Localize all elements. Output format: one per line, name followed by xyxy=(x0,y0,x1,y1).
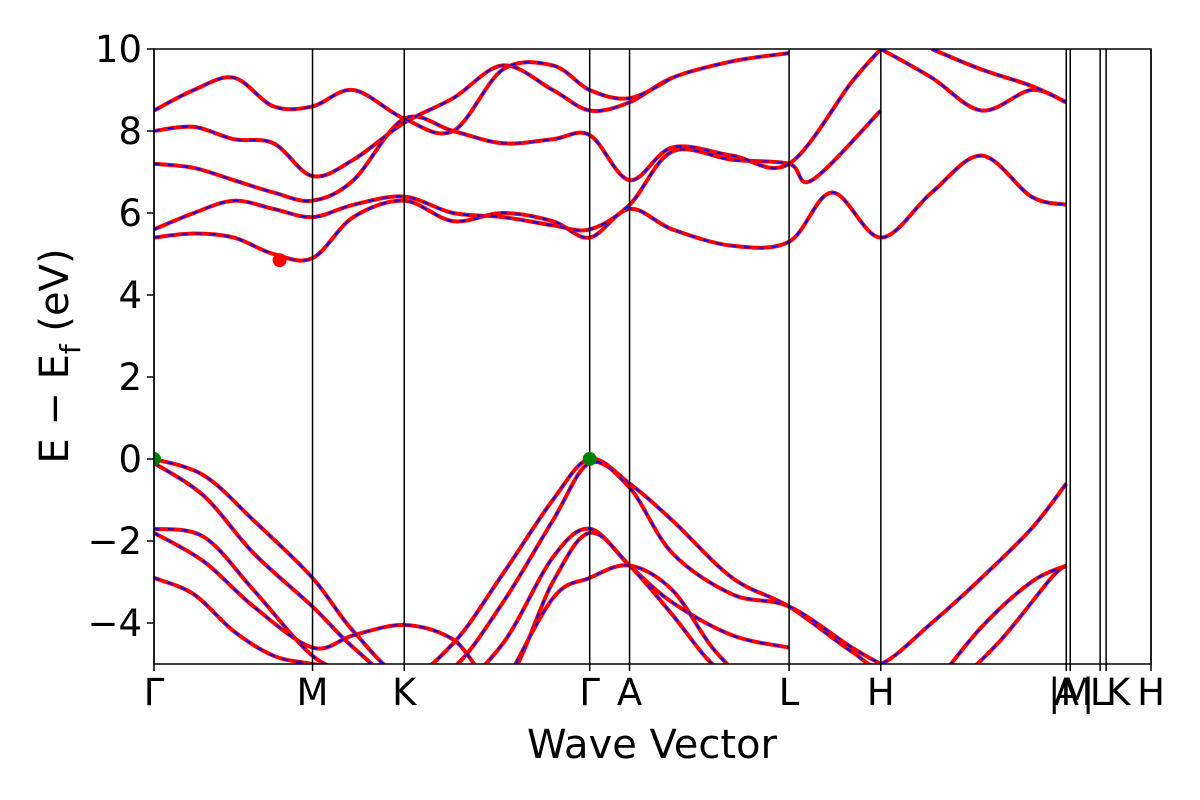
conduction-band-1 xyxy=(154,153,1067,263)
valence-band-4 xyxy=(154,530,716,664)
y-axis-label-subscript: f xyxy=(54,343,87,354)
band-extremum-marker xyxy=(154,452,161,466)
bands-group xyxy=(154,49,1068,664)
valence-band-5-dashed xyxy=(154,576,318,664)
extrema-markers xyxy=(154,253,597,466)
x-tick-label: A xyxy=(617,671,642,714)
conduction-band-1-dashed xyxy=(154,154,1067,262)
conduction-band-4-dashed xyxy=(154,52,790,178)
valence-band-7-dashed xyxy=(949,564,1067,664)
y-axis-label-space xyxy=(32,332,78,345)
conduction-band-5 xyxy=(154,60,674,136)
valence-band-8 xyxy=(974,563,1068,664)
y-tick-label: −4 xyxy=(87,602,142,645)
y-axis-label: E − Ef (eV) xyxy=(32,248,87,463)
y-ticks: −4 −2 0 2 4 6 8 10 xyxy=(87,28,154,645)
x-tick-label: L xyxy=(1090,671,1111,714)
conduction-band-7-dashed xyxy=(931,49,1067,104)
y-tick-label: −2 xyxy=(87,520,142,563)
conduction-band-3-dashed xyxy=(154,49,882,203)
y-axis-label-main: E − E xyxy=(32,354,78,464)
x-tick-label: |M xyxy=(1048,671,1092,714)
conduction-band-6 xyxy=(879,49,1068,113)
band-extremum-marker xyxy=(272,253,287,268)
band-extremum-marker xyxy=(582,452,597,466)
x-tick-label: H xyxy=(1137,671,1165,714)
conduction-band-6-dashed xyxy=(880,49,1067,112)
x-tick-label: H xyxy=(867,671,895,714)
valence-band-3 xyxy=(154,526,790,664)
valence-band-3-dashed xyxy=(154,527,790,664)
kpoint-lines xyxy=(153,49,1152,664)
y-tick-label: 0 xyxy=(118,438,142,481)
y-tick-label: 4 xyxy=(118,274,142,317)
conduction-band-3 xyxy=(154,49,883,204)
conduction-band-4 xyxy=(154,51,790,179)
x-tick-label: M xyxy=(297,671,329,714)
x-axis-label: Wave Vector xyxy=(527,722,778,768)
conduction-band-2-dashed xyxy=(154,109,882,232)
y-axis-label-unit: (eV) xyxy=(32,248,78,331)
y-tick-label: 10 xyxy=(95,28,142,71)
y-tick-label: 2 xyxy=(118,356,142,399)
y-tick-label: 8 xyxy=(118,110,142,153)
x-tick-label: | K xyxy=(1082,671,1132,714)
x-tick-label: A xyxy=(1054,671,1079,714)
x-tick-label: K xyxy=(392,671,418,714)
valence-band-2 xyxy=(154,459,882,664)
valence-band-4-dashed xyxy=(154,531,714,664)
plot-frame xyxy=(153,48,1152,665)
valence-band-6-dashed xyxy=(514,564,729,664)
x-tick-label: Γ xyxy=(579,671,600,714)
y-tick-label: 6 xyxy=(118,192,142,235)
x-tick-label: Γ xyxy=(144,671,165,714)
x-tick-label: L xyxy=(779,671,800,714)
